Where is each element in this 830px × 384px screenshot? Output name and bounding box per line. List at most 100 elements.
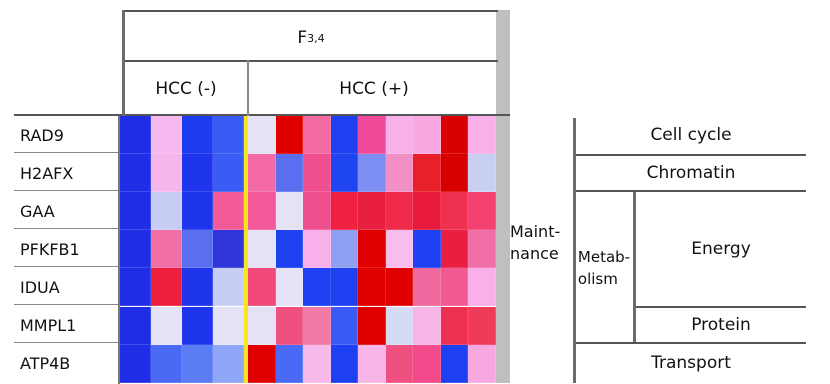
category-rule xyxy=(636,306,806,308)
gene-row-rule xyxy=(14,266,120,267)
gene-column-right-border xyxy=(118,116,120,384)
category-top-level: Maint- nance xyxy=(510,212,578,274)
heatmap-cell xyxy=(385,230,414,269)
heatmap-cell xyxy=(468,344,496,383)
category-cell-cycle: Cell cycle xyxy=(650,125,732,145)
category-gray-strip xyxy=(496,116,510,383)
heatmap-cell xyxy=(151,268,182,307)
heatmap-cell xyxy=(358,116,386,155)
heatmap-cell xyxy=(248,116,276,155)
category-rule xyxy=(576,154,806,156)
gene-label: GAA xyxy=(20,201,55,221)
heatmap-cell xyxy=(440,268,469,307)
heatmap-cell xyxy=(303,192,331,231)
gene-row-rule xyxy=(14,304,120,305)
heatmap-cell xyxy=(468,192,496,231)
heatmap-cell xyxy=(385,154,414,193)
heatmap-cell xyxy=(468,268,496,307)
heatmap-cell xyxy=(330,306,359,345)
category-metabolism: Metab- olism xyxy=(576,243,632,293)
heatmap-cell xyxy=(120,306,151,345)
category-level2-divider xyxy=(633,192,636,342)
heatmap-cell xyxy=(151,306,182,345)
heatmap-cell xyxy=(151,344,182,383)
heatmap-cell xyxy=(440,116,469,155)
heatmap-cell xyxy=(275,306,304,345)
heatmap-cell xyxy=(330,268,359,307)
category-protein: Protein xyxy=(691,315,751,335)
heatmap-cell xyxy=(440,306,469,345)
gene-label: ATP4B xyxy=(20,353,71,373)
category-level1-divider xyxy=(573,118,576,383)
heatmap-cell xyxy=(385,116,414,155)
heatmap-cell xyxy=(358,344,386,383)
heatmap-cell xyxy=(120,116,151,155)
heatmap-cell xyxy=(358,306,386,345)
category-chromatin: Chromatin xyxy=(646,163,736,183)
heatmap xyxy=(120,116,496,383)
heatmap-cell xyxy=(275,230,304,269)
heatmap-cell xyxy=(358,268,386,307)
heatmap-cell xyxy=(213,268,244,307)
gene-label: H2AFX xyxy=(20,163,74,183)
heatmap-cell xyxy=(120,230,151,269)
gene-label: RAD9 xyxy=(20,125,64,145)
heatmap-cell xyxy=(182,230,213,269)
heatmap-cell xyxy=(440,154,469,193)
category-rule xyxy=(576,190,806,192)
heatmap-cell xyxy=(248,192,276,231)
heatmap-cell xyxy=(303,268,331,307)
heatmap-cell xyxy=(385,344,414,383)
category-top-level-text: Maint- nance xyxy=(510,222,561,263)
heatmap-cell xyxy=(303,306,331,345)
gene-row-rule xyxy=(14,228,120,229)
header-mid-rule xyxy=(124,60,498,62)
heatmap-cell xyxy=(120,154,151,193)
gene-label: IDUA xyxy=(20,277,60,297)
heatmap-cell xyxy=(120,192,151,231)
heatmap-cell xyxy=(413,306,441,345)
gene-label: MMPL1 xyxy=(20,315,77,335)
hcc-negative-label: HCC (-) xyxy=(155,79,217,99)
hcc-divider xyxy=(247,60,249,116)
heatmap-cell xyxy=(275,116,304,155)
gene-label: PFKFB1 xyxy=(20,239,80,259)
category-rule xyxy=(576,342,806,344)
heatmap-cell xyxy=(275,268,304,307)
heatmap-cell xyxy=(358,154,386,193)
heatmap-cell xyxy=(151,154,182,193)
heatmap-cell xyxy=(182,344,213,383)
header-gray-edge xyxy=(496,10,510,114)
heatmap-cell xyxy=(151,116,182,155)
heatmap-cell xyxy=(248,268,276,307)
heatmap-cell xyxy=(330,116,359,155)
heatmap-cell xyxy=(248,344,276,383)
heatmap-cell xyxy=(120,268,151,307)
heatmap-cell xyxy=(413,154,441,193)
heatmap-cell xyxy=(358,192,386,231)
gene-labels: RAD9 H2AFX GAA PFKFB1 IDUA MMPL1 ATP4B xyxy=(14,116,118,384)
heatmap-cell xyxy=(413,344,441,383)
heatmap-cell xyxy=(213,154,244,193)
heatmap-cell xyxy=(330,154,359,193)
heatmap-cell xyxy=(248,154,276,193)
heatmap-cell xyxy=(182,154,213,193)
heatmap-cell xyxy=(182,268,213,307)
heatmap-cell xyxy=(303,154,331,193)
heatmap-cell xyxy=(413,192,441,231)
heatmap-cell xyxy=(385,306,414,345)
category-energy: Energy xyxy=(691,239,751,259)
column-group-letter: F xyxy=(297,28,308,48)
heatmap-cell xyxy=(213,192,244,231)
heatmap-cell xyxy=(468,116,496,155)
heatmap-cell xyxy=(303,344,331,383)
heatmap-cell xyxy=(213,344,244,383)
heatmap-cell xyxy=(248,306,276,345)
heatmap-cell xyxy=(468,306,496,345)
gene-row-rule xyxy=(14,152,120,153)
heatmap-cell xyxy=(440,192,469,231)
header-left-divider xyxy=(122,10,125,116)
heatmap-cell xyxy=(385,268,414,307)
heatmap-cell xyxy=(303,116,331,155)
heatmap-cell xyxy=(182,306,213,345)
